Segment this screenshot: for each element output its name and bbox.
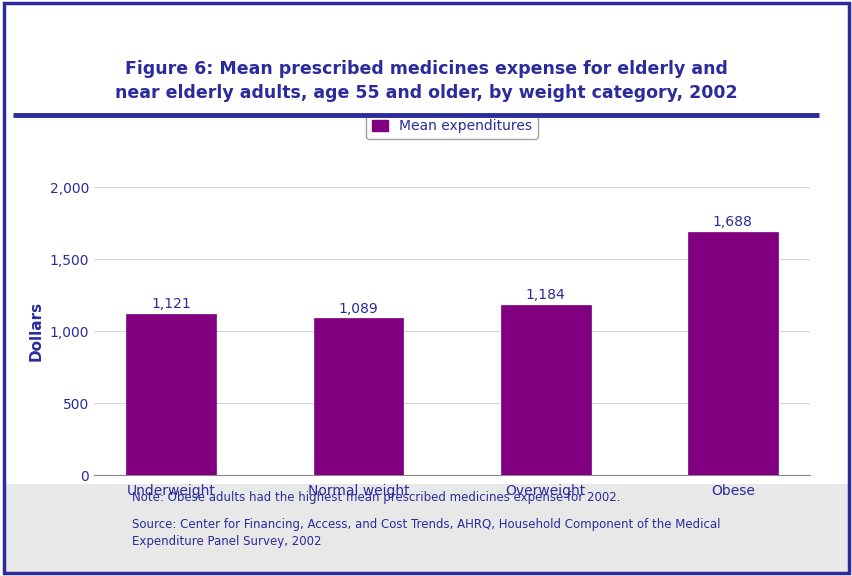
Text: 1,089: 1,089 xyxy=(338,301,378,316)
Text: 1,688: 1,688 xyxy=(712,215,752,229)
Bar xyxy=(687,232,777,475)
Bar xyxy=(126,314,216,475)
Bar xyxy=(314,319,403,475)
Text: Note: Obese adults had the highest mean prescribed medicines expense for 2002.: Note: Obese adults had the highest mean … xyxy=(132,491,620,504)
Y-axis label: Dollars: Dollars xyxy=(29,301,43,361)
Text: Figure 6: Mean prescribed medicines expense for elderly and
near elderly adults,: Figure 6: Mean prescribed medicines expe… xyxy=(115,60,737,102)
Text: 1,184: 1,184 xyxy=(525,288,565,302)
Bar xyxy=(500,305,590,475)
Text: Source: Center for Financing, Access, and Cost Trends, AHRQ, Household Component: Source: Center for Financing, Access, an… xyxy=(132,518,720,548)
Text: 1,121: 1,121 xyxy=(152,297,191,311)
Legend: Mean expenditures: Mean expenditures xyxy=(366,113,538,139)
